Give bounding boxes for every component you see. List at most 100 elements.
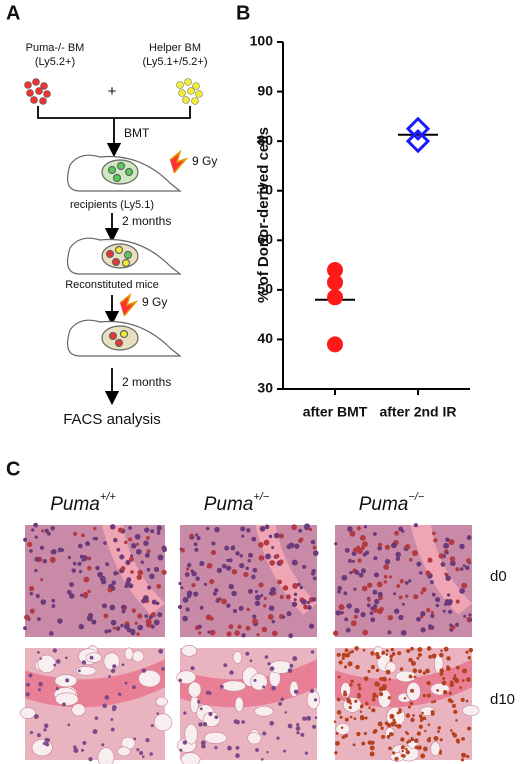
tissue-cell — [361, 585, 368, 592]
tissue-cell — [459, 543, 465, 550]
tissue-cell — [115, 626, 121, 631]
tissue-cell — [302, 564, 307, 569]
tissue-cell — [194, 547, 199, 552]
tissue-cell — [144, 552, 150, 558]
tissue-cell — [430, 580, 434, 585]
fat-cell — [31, 739, 53, 757]
tissue-cell — [207, 691, 212, 695]
tissue-cell — [442, 689, 448, 695]
tissue-cell — [149, 573, 155, 580]
tissue-cell — [431, 653, 437, 659]
tissue-cell — [436, 689, 439, 692]
tissue-cell — [245, 625, 251, 631]
tissue-cell — [260, 757, 264, 761]
tissue-cell — [214, 526, 220, 533]
tissue-cell — [366, 603, 371, 608]
tissue-cell — [445, 551, 449, 555]
tissue-cell — [295, 726, 301, 731]
fat-cell — [155, 696, 168, 707]
tissue-cell — [156, 531, 161, 535]
tissue-cell — [370, 651, 375, 656]
fat-cell — [462, 705, 480, 717]
tissue-cell — [347, 558, 352, 563]
tissue-cell — [430, 613, 435, 619]
tissue-cell — [182, 596, 189, 603]
tissue-cell — [135, 542, 139, 546]
tissue-cell — [112, 707, 116, 712]
reconstituted-label: Reconstituted mice — [65, 279, 159, 291]
tissue-cell — [202, 722, 208, 727]
tissue-cell — [372, 694, 376, 699]
tissue-cell — [246, 607, 250, 612]
tissue-cell — [258, 542, 264, 548]
fat-cell — [254, 706, 274, 717]
tissue-cell — [367, 669, 371, 673]
tissue-cell — [389, 713, 395, 719]
data-point — [327, 274, 343, 291]
tissue-cell — [34, 556, 40, 562]
tissue-cell — [227, 745, 232, 751]
tissue-cell — [412, 714, 415, 717]
tissue-cell — [361, 541, 368, 548]
tissue-cell — [344, 733, 348, 738]
tissue-cell — [280, 697, 285, 702]
tissue-cell — [298, 538, 303, 544]
tissue-cell — [206, 562, 213, 569]
tissue-cell — [431, 592, 436, 597]
fat-cell — [19, 707, 36, 719]
tissue-cell — [300, 732, 305, 737]
tissue-cell — [193, 542, 198, 547]
tissue-cell — [417, 652, 422, 657]
tissue-cell — [304, 524, 310, 531]
tissue-cell — [225, 565, 232, 571]
tissue-cell — [40, 578, 44, 582]
tissue-cell — [55, 687, 59, 691]
fat-cell — [190, 695, 199, 714]
tissue-cell — [260, 594, 264, 598]
tissue-cell — [312, 545, 317, 550]
tissue-cell — [268, 605, 275, 611]
tissue-cell — [40, 599, 47, 605]
tissue-cell — [449, 556, 456, 562]
tissue-cell — [179, 748, 183, 752]
y-tick-label: 80 — [257, 132, 273, 148]
tissue-cell — [145, 738, 150, 743]
tissue-cell — [136, 632, 140, 636]
tissue-cell — [291, 524, 297, 531]
tissue-cell — [412, 550, 418, 557]
tissue-cell — [390, 647, 395, 652]
tissue-cell — [287, 668, 293, 673]
tissue-cell — [128, 537, 133, 542]
tissue-cell — [34, 568, 38, 573]
tissue-cell — [455, 599, 460, 604]
tissue-cell — [308, 527, 313, 532]
tissue-cell — [467, 656, 471, 660]
tissue-cell — [409, 701, 414, 706]
fat-cell — [343, 697, 362, 713]
tissue-cell — [37, 688, 41, 692]
tissue-cell — [358, 572, 364, 578]
tissue-cell — [341, 652, 347, 658]
tissue-cell — [432, 531, 436, 536]
tissue-cell — [186, 590, 193, 597]
tissue-cell — [420, 753, 426, 759]
tissue-cell — [156, 712, 159, 715]
tissue-cell — [81, 558, 85, 562]
tissue-cell — [446, 593, 451, 597]
tissue-cell — [385, 653, 389, 656]
y-tick-label: 50 — [257, 281, 273, 297]
tissue-cell — [78, 570, 83, 574]
tissue-cell — [420, 591, 424, 595]
tissue-cell — [73, 748, 79, 753]
tissue-cell — [341, 656, 345, 661]
tissue-cell — [50, 549, 55, 555]
tissue-cell — [292, 656, 298, 662]
tissue-cell — [223, 663, 228, 668]
tissue-cell — [284, 711, 287, 714]
tissue-cell — [402, 754, 406, 758]
tissue-cell — [150, 529, 155, 534]
tissue-cell — [189, 533, 194, 538]
tissue-cell — [235, 746, 240, 750]
tissue-cell — [459, 567, 464, 571]
tissue-cell — [463, 614, 467, 618]
